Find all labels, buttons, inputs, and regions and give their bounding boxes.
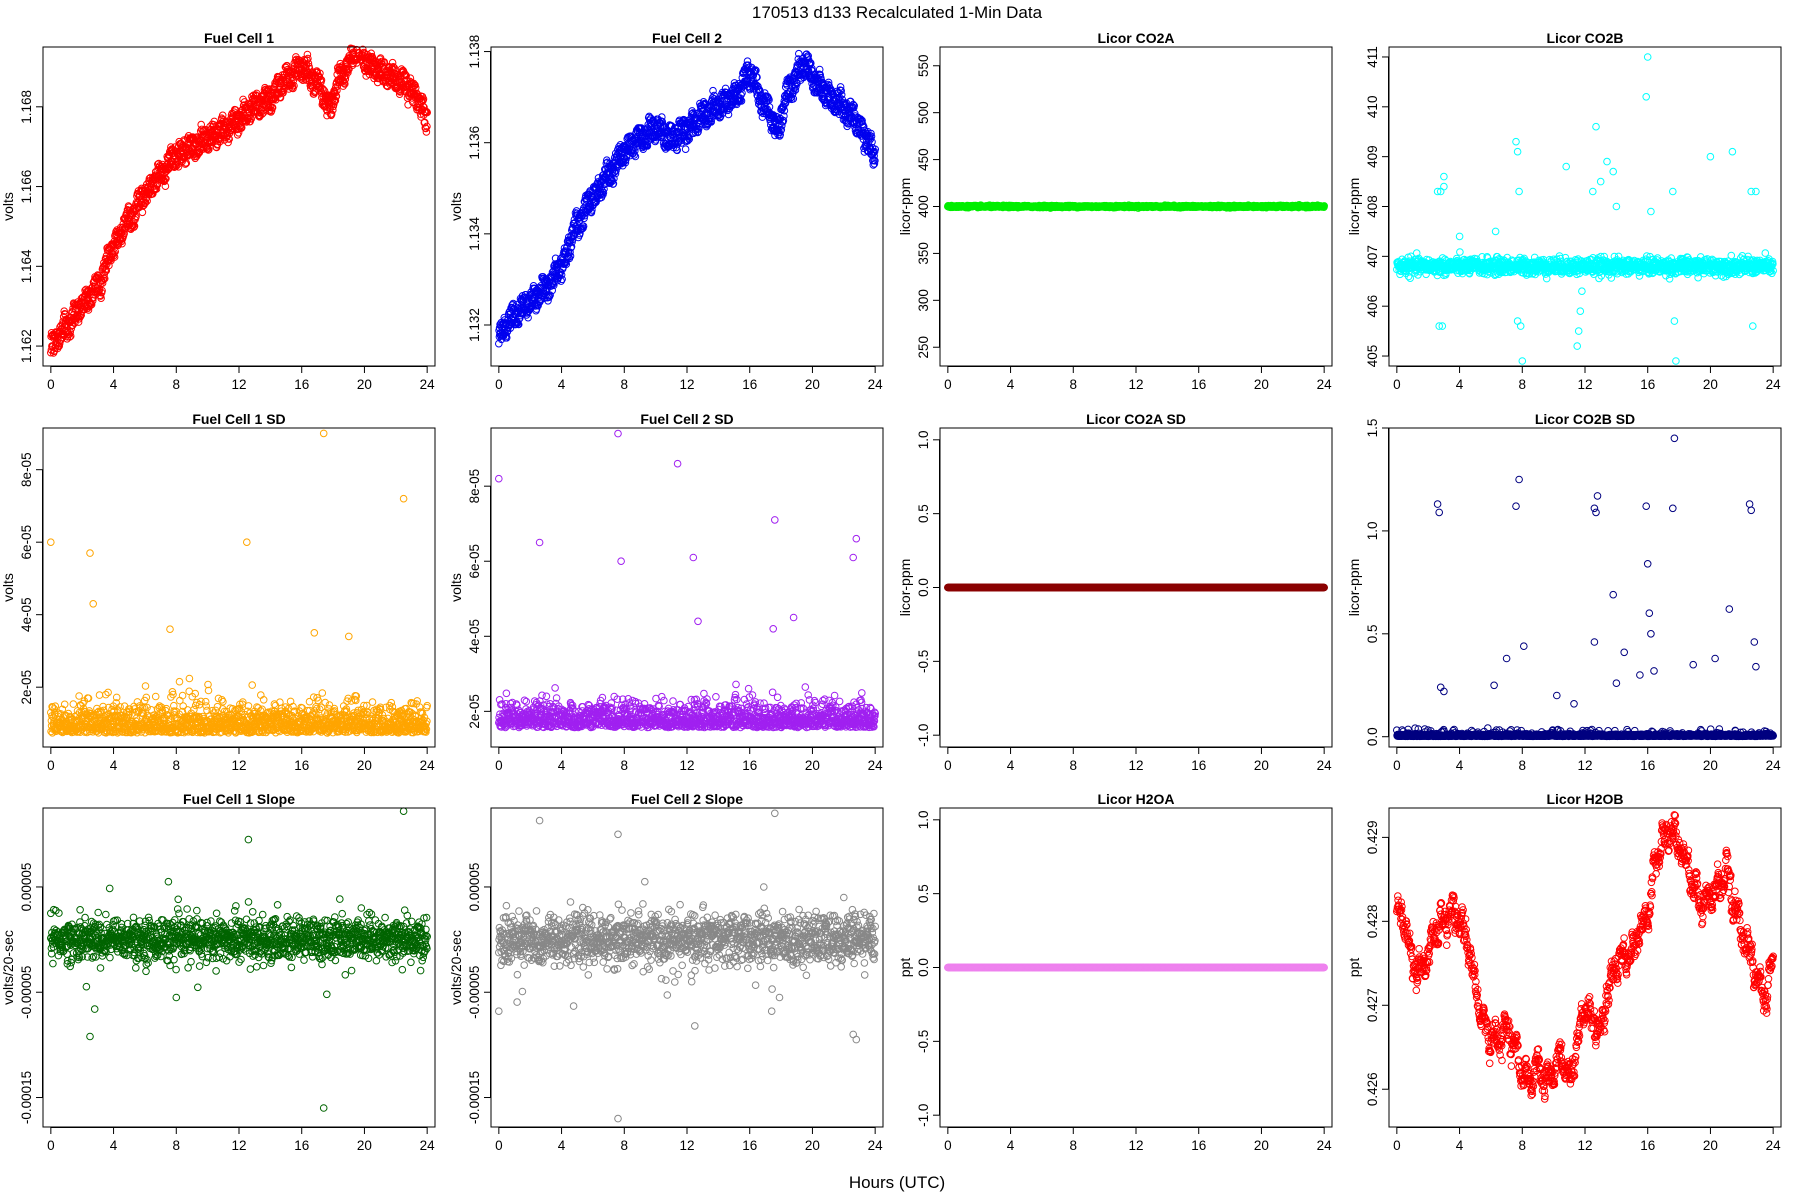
series-points — [944, 201, 1328, 212]
x-tick-label: 20 — [357, 377, 372, 392]
panel-title: Fuel Cell 1 — [204, 30, 274, 46]
y-tick-label: 1.132 — [467, 308, 482, 342]
data-point — [85, 303, 93, 311]
y-axis-label: volts — [448, 192, 464, 221]
panel-title: Licor CO2A — [1097, 30, 1174, 46]
data-point — [138, 208, 147, 217]
y-tick-label: 300 — [916, 289, 931, 312]
x-tick-label: 4 — [110, 377, 118, 392]
y-tick-label: 1.166 — [19, 170, 34, 204]
data-point — [110, 253, 119, 261]
data-point — [290, 81, 298, 90]
data-point — [303, 50, 312, 59]
data-point — [317, 76, 326, 84]
data-point — [304, 59, 313, 68]
data-point — [681, 145, 690, 153]
data-point — [174, 163, 183, 171]
x-tick-label: 12 — [679, 377, 694, 392]
figure-title: 170513 d133 Recalculated 1-Min Data — [752, 3, 1043, 22]
data-point — [318, 84, 327, 93]
y-tick-label: 400 — [916, 195, 931, 218]
data-point — [145, 174, 154, 183]
x-tick-label: 20 — [1254, 377, 1269, 392]
data-point — [304, 54, 312, 63]
y-tick-label: 1.134 — [467, 216, 482, 250]
data-point — [110, 249, 118, 257]
data-point — [109, 252, 118, 260]
data-point — [224, 138, 232, 147]
x-tick-label: 16 — [742, 377, 757, 392]
data-point — [100, 274, 109, 283]
data-point — [258, 110, 266, 118]
x-tick-label: 12 — [231, 377, 246, 392]
data-point — [141, 198, 150, 207]
series-points — [47, 44, 432, 357]
x-tick-label: 0 — [944, 377, 952, 392]
y-tick-label: 1.164 — [19, 249, 34, 283]
data-point — [66, 332, 75, 340]
x-tick-label: 12 — [1128, 377, 1143, 392]
data-point — [152, 182, 160, 190]
data-point — [247, 115, 255, 123]
x-tick-label: 8 — [621, 377, 629, 392]
x-tick-label: 0 — [495, 377, 503, 392]
y-tick-label: 450 — [916, 148, 931, 171]
panel-p3: Licor CO2A 0 4 8 12 16 20 24 250 300 350 400 450 500 5… — [897, 30, 1333, 392]
panel-p1: Fuel Cell 1 0 4 8 12 16 20 24 1.162 1.164 1.166 1.1… — [0, 30, 436, 392]
series-points — [495, 49, 880, 348]
data-point — [152, 185, 161, 193]
data-point — [275, 90, 284, 98]
data-point — [225, 135, 233, 143]
panel-grid: Fuel Cell 1 0 4 8 12 16 20 24 1.162 1.164 1.166 1.1… — [0, 30, 1782, 1153]
data-point — [245, 113, 253, 122]
data-point — [218, 111, 227, 120]
data-point — [148, 177, 156, 185]
data-point — [111, 247, 119, 256]
data-point — [1542, 274, 1551, 283]
x-tick-label: 8 — [173, 377, 181, 392]
y-tick-label: 350 — [916, 242, 931, 265]
data-point — [98, 279, 107, 287]
data-point — [74, 318, 83, 326]
panel-title: Fuel Cell 2 — [652, 30, 722, 46]
data-point — [1456, 248, 1464, 256]
data-point — [60, 307, 68, 316]
x-tick-label: 8 — [1070, 377, 1078, 392]
y-tick-label: 1.138 — [467, 35, 482, 69]
x-tick-label: 16 — [294, 377, 309, 392]
y-axis-label: volts — [0, 192, 16, 221]
data-point — [65, 333, 74, 341]
x-tick-label: 4 — [1007, 377, 1015, 392]
panel-p2: Fuel Cell 2 0 4 8 12 16 20 24 1.132 1.134 1.136 1.1… — [448, 30, 884, 392]
x-tick-label: 24 — [420, 377, 436, 392]
data-point — [98, 286, 106, 295]
y-tick-label: 550 — [916, 54, 931, 77]
x-tick-label: 0 — [47, 377, 55, 392]
x-tick-label: 24 — [1317, 377, 1333, 392]
y-axis-label: licor-ppm — [897, 178, 913, 236]
data-point — [162, 175, 170, 183]
plot-frame — [42, 46, 436, 367]
y-tick-label: 250 — [916, 336, 931, 359]
data-point — [161, 182, 170, 190]
x-tick-label: 16 — [1191, 377, 1206, 392]
data-point — [143, 197, 151, 205]
data-point — [268, 103, 277, 112]
x-tick-label: 4 — [558, 377, 566, 392]
series-points — [1393, 53, 1777, 365]
x-tick-label: 20 — [805, 377, 820, 392]
data-point — [182, 159, 191, 167]
data-point — [132, 212, 140, 221]
y-tick-label: 1.168 — [19, 90, 34, 124]
data-point — [67, 324, 75, 333]
y-tick-label: 500 — [916, 101, 931, 124]
y-tick-label: 1.162 — [19, 329, 34, 363]
data-point — [236, 121, 244, 130]
y-tick-label: 1.136 — [467, 126, 482, 160]
data-point — [279, 89, 287, 97]
data-point — [97, 294, 105, 303]
x-tick-label: 24 — [868, 377, 884, 392]
